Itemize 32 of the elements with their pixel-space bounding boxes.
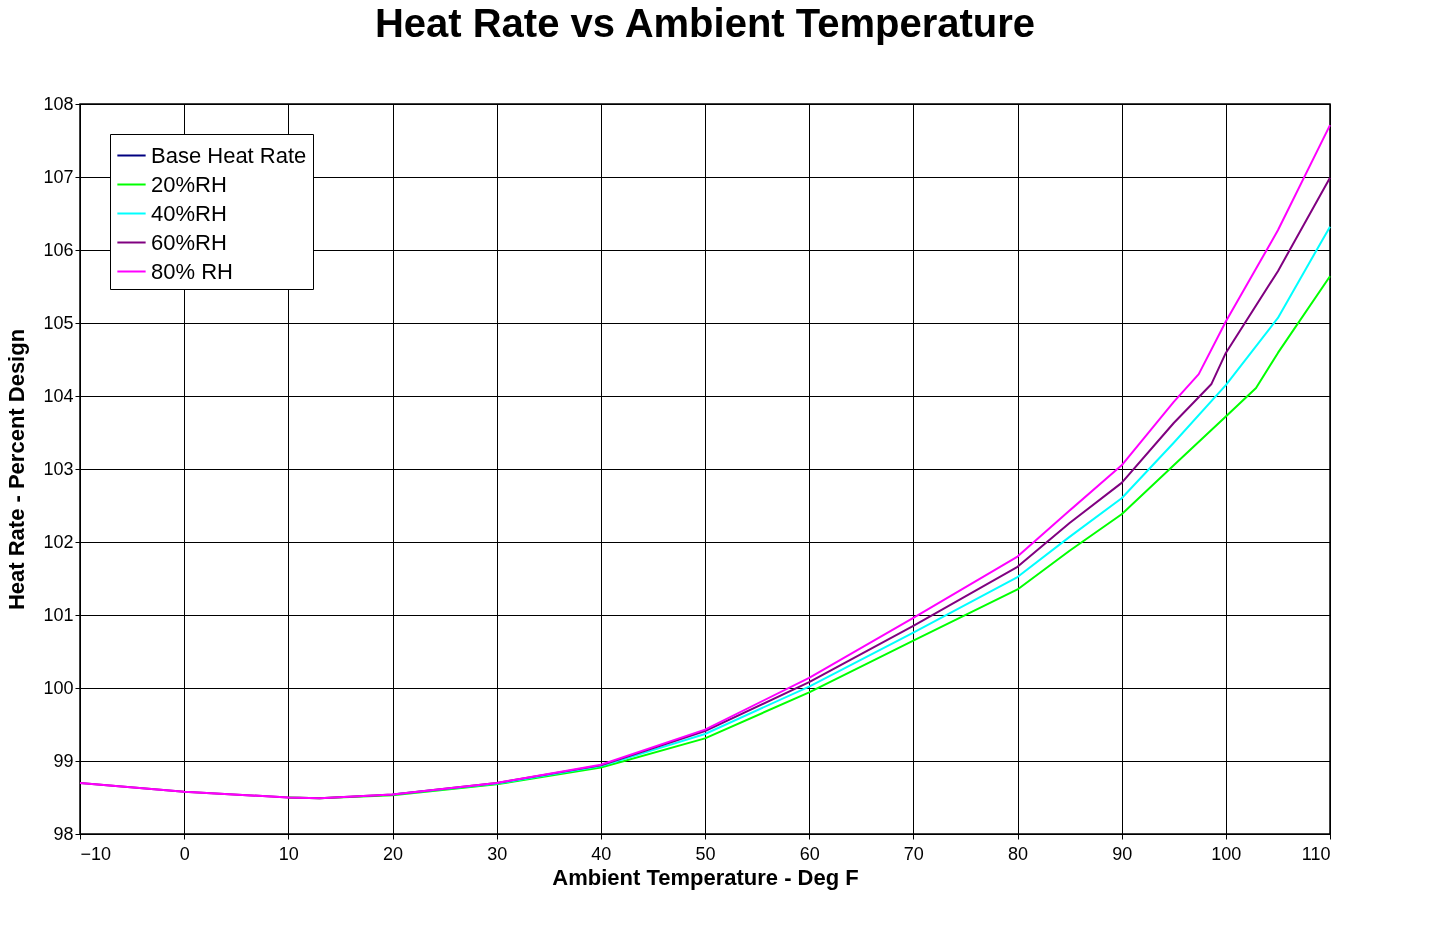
y-tick-label: 98 [53, 823, 74, 844]
x-tick-label: 50 [695, 843, 716, 864]
x-axis-title: Ambient Temperature - Deg F [552, 864, 859, 890]
legend-label: 40%RH [151, 200, 227, 226]
y-tick-label: 103 [43, 458, 74, 479]
y-tick-label: 102 [43, 531, 74, 552]
legend-label: Base Heat Rate [151, 142, 307, 168]
chart-title: Heat Rate vs Ambient Temperature [374, 1, 1036, 45]
legend-label: 20%RH [151, 171, 227, 197]
y-tick-label: 105 [43, 312, 74, 333]
y-tick-label: 100 [43, 677, 74, 698]
y-tick-label: 104 [43, 385, 74, 406]
y-axis-title: Heat Rate - Percent Design [4, 328, 30, 611]
y-tick-label: 107 [43, 166, 74, 187]
x-tick-label: 60 [799, 843, 820, 864]
y-tick-label: 108 [43, 93, 74, 114]
legend-label: 80% RH [151, 258, 233, 284]
x-tick-label: −10 [80, 843, 112, 864]
x-tick-label: 40 [591, 843, 612, 864]
x-tick-label: 70 [903, 843, 924, 864]
y-tick-label: 101 [43, 604, 74, 625]
x-tick-label: 90 [1112, 843, 1133, 864]
y-tick-label: 99 [53, 750, 74, 771]
x-tick-label: 110 [1301, 843, 1331, 864]
legend-label: 60%RH [151, 229, 227, 255]
y-tick-label: 106 [43, 239, 74, 260]
x-tick-label: 20 [382, 843, 404, 864]
x-tick-label: 0 [179, 843, 190, 864]
x-tick-label: 80 [1007, 843, 1029, 864]
x-tick-label: 10 [278, 843, 299, 864]
x-tick-label: 100 [1211, 843, 1242, 864]
x-tick-label: 30 [487, 843, 508, 864]
